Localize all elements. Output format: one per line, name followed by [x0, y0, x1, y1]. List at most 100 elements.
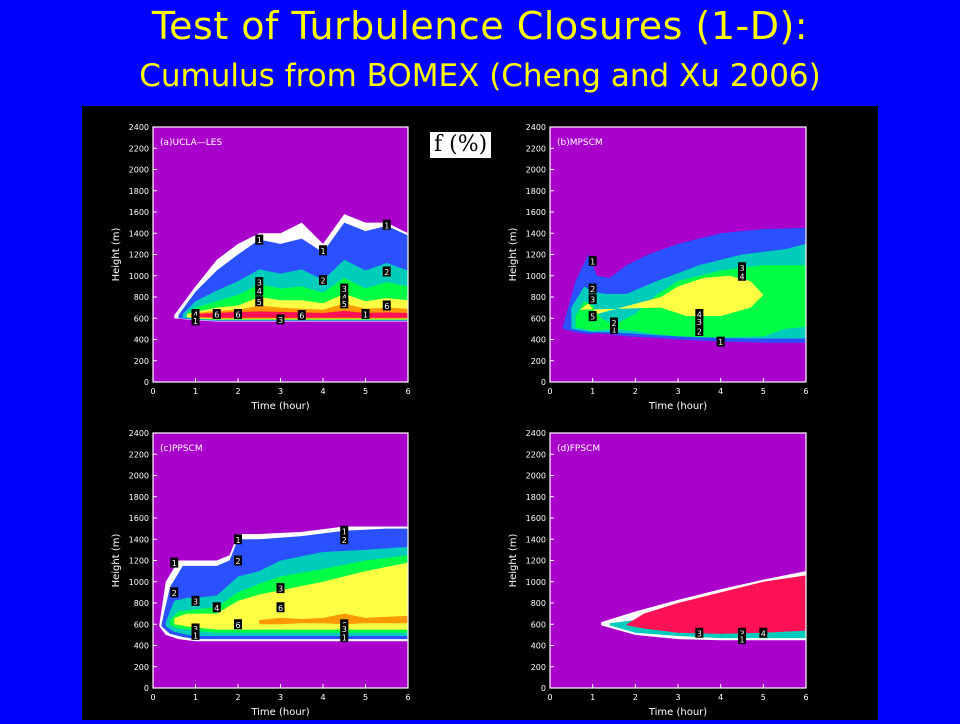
y-axis-label: Height (m) — [508, 534, 519, 588]
x-axis-label: Time (hour) — [250, 707, 309, 718]
contour-label: 3 — [193, 597, 198, 606]
x-tick-label: 4 — [718, 693, 723, 702]
contour-label: 1 — [739, 636, 744, 645]
contour-label-box — [234, 619, 242, 630]
y-tick-label: 1600 — [526, 208, 546, 217]
contour-label: 1 — [384, 221, 389, 230]
contour-label-box — [234, 534, 242, 545]
contour-label: 1 — [363, 311, 368, 320]
fraction-label: f (%) — [430, 132, 492, 158]
x-tick-label: 4 — [320, 693, 325, 702]
contour-label-box — [738, 627, 746, 638]
panel-label: (d)FPSCM — [557, 444, 600, 454]
y-tick-label: 400 — [531, 642, 546, 651]
contour-layer-5 — [174, 562, 408, 630]
x-tick-label: 0 — [547, 693, 552, 702]
contour-label-box — [588, 255, 597, 266]
chart-panel-1: 0 1 2 3 4 5 6020040060080010001200140016001800… — [111, 123, 411, 412]
x-tick-label: 5 — [363, 387, 368, 396]
y-tick-label: 1000 — [129, 578, 149, 587]
y-tick-label: 400 — [531, 336, 546, 345]
y-tick-label: 2200 — [526, 450, 546, 459]
panel-label: (b)MPSCM — [557, 138, 603, 148]
x-tick-label: 6 — [803, 693, 808, 702]
contour-label: 1 — [718, 338, 723, 347]
contour-label: 1 — [342, 527, 347, 536]
y-tick-label: 2200 — [526, 144, 546, 153]
y-tick-label: 200 — [134, 357, 149, 366]
y-tick-label: 2200 — [129, 450, 149, 459]
y-tick-label: 1800 — [526, 187, 546, 196]
contour-label-box — [340, 292, 349, 302]
contour-label-box — [276, 314, 285, 325]
y-axis-label: Height (m) — [111, 534, 122, 588]
contour-label-box — [319, 245, 327, 256]
contour-label-box — [340, 298, 349, 309]
x-tick-label: 0 — [150, 693, 155, 702]
contour-label-box — [610, 317, 618, 328]
contour-label: 4 — [342, 294, 347, 303]
y-tick-label: 600 — [531, 620, 546, 629]
contour-label: 2 — [697, 328, 702, 337]
panel-label: (a)UCLA—LES — [160, 138, 222, 148]
contour-label-box — [234, 555, 242, 566]
contour-label: 6 — [235, 621, 240, 630]
x-tick-label: 1 — [193, 693, 198, 702]
contour-label: 3 — [739, 264, 744, 273]
contour-label-box — [255, 285, 264, 296]
contour-label: 3 — [739, 629, 744, 638]
contour-label: 3 — [697, 629, 702, 638]
x-tick-label: 5 — [761, 387, 766, 396]
contour-label-box — [255, 234, 264, 245]
contour-label: 1 — [342, 634, 347, 643]
x-tick-label: 1 — [590, 387, 595, 396]
x-tick-label: 3 — [675, 387, 680, 396]
y-tick-label: 600 — [134, 620, 149, 629]
contour-label: 6 — [214, 311, 219, 320]
contour-label: 2 — [611, 319, 616, 328]
contour-figure: 0 1 2 3 4 5 6020040060080010001200140016001800… — [111, 123, 809, 718]
contour-label-box — [170, 587, 179, 598]
contour-label-box — [738, 262, 746, 273]
contour-label: 6 — [384, 302, 389, 311]
y-tick-label: 2000 — [526, 472, 546, 481]
contour-label-box — [276, 602, 285, 613]
contour-label: 4 — [257, 287, 262, 296]
contour-label: 2 — [172, 589, 177, 598]
y-tick-label: 1400 — [129, 535, 149, 544]
contour-label-box — [588, 283, 597, 294]
slide-title: Test of Turbulence Closures (1-D): — [151, 4, 809, 48]
contour-label: 2 — [342, 536, 347, 545]
contour-label-box — [588, 311, 597, 322]
y-tick-label: 200 — [531, 357, 546, 366]
contour-label: 4 — [697, 311, 702, 320]
contour-label: 3 — [278, 316, 283, 325]
y-tick-label: 1000 — [129, 272, 149, 281]
contour-label-box — [297, 310, 306, 321]
contour-label: 5 — [590, 313, 595, 322]
contour-label: 6 — [299, 312, 304, 321]
y-tick-label: 0 — [144, 684, 149, 693]
y-tick-label: 800 — [531, 599, 546, 608]
x-tick-label: 3 — [278, 387, 283, 396]
contour-label: 1 — [590, 257, 595, 266]
y-tick-label: 1200 — [129, 557, 149, 566]
y-tick-label: 200 — [531, 663, 546, 672]
contour-label-box — [340, 534, 349, 545]
x-tick-label: 4 — [718, 387, 723, 396]
contour-label: 4 — [193, 311, 198, 320]
figure-panel: 0 1 2 3 4 5 6 0 200 400 600 800 1000 1200 1400 1600 1800… — [82, 106, 878, 720]
y-tick-label: 1600 — [129, 208, 149, 217]
contour-label: 2 — [590, 285, 595, 294]
contour-label: 4 — [214, 604, 219, 613]
contour-label: 1 — [235, 536, 240, 545]
y-tick-label: 1400 — [129, 229, 149, 238]
contour-label: 1 — [172, 559, 177, 568]
x-tick-label: 0 — [150, 387, 155, 396]
contour-label-box — [255, 277, 264, 288]
contour-label: 1 — [611, 325, 616, 334]
y-tick-label: 0 — [541, 684, 546, 693]
contour-label: 4 — [739, 272, 744, 281]
y-tick-label: 1800 — [129, 187, 149, 196]
x-tick-label: 2 — [235, 693, 240, 702]
